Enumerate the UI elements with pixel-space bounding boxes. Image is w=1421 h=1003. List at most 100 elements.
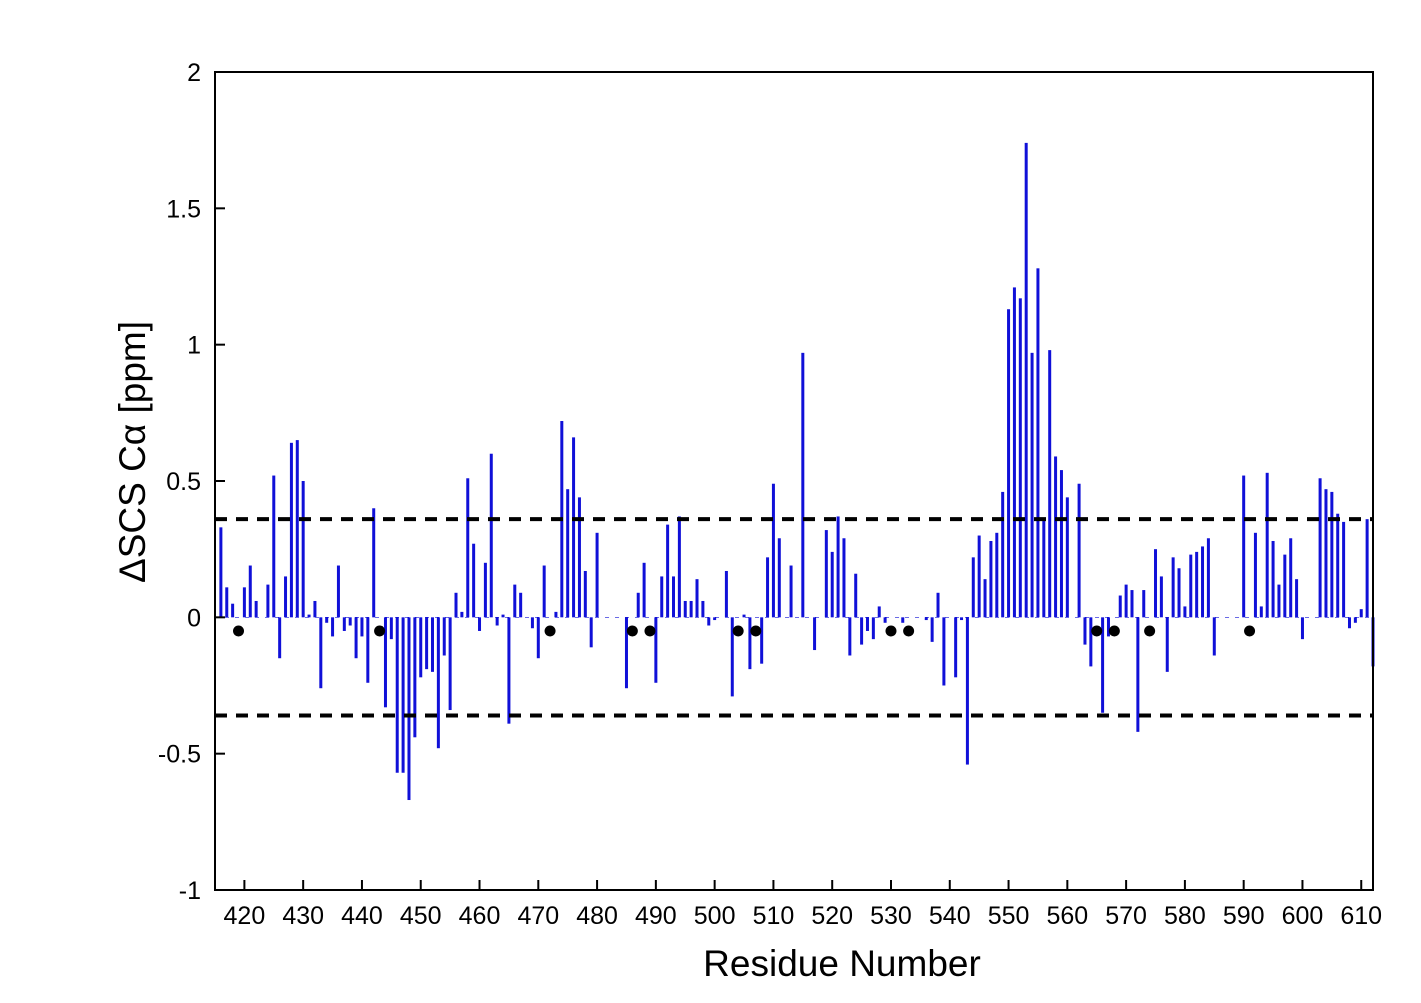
missing-residue-marker-533 — [903, 625, 915, 637]
bar-residue-491 — [660, 576, 664, 618]
bar-residue-431 — [307, 614, 311, 618]
bar-residue-553 — [1024, 142, 1028, 618]
missing-residue-marker-504 — [732, 625, 744, 637]
bar-residue-541 — [954, 617, 958, 678]
bar-residue-453 — [436, 617, 440, 749]
bar-residue-582 — [1195, 551, 1199, 618]
bar-residue-594 — [1265, 472, 1269, 618]
bar-residue-502 — [724, 570, 728, 618]
bar-residue-567 — [1106, 617, 1110, 637]
bar-residue-597 — [1283, 554, 1287, 618]
bar-residue-532 — [901, 617, 905, 623]
bar-residue-457 — [460, 611, 464, 618]
bar-residue-430 — [301, 481, 305, 618]
bar-residue-606 — [1336, 513, 1340, 618]
x-tick-label-530: 530 — [870, 902, 912, 930]
bar-residue-492 — [666, 524, 670, 618]
bar-residue-555 — [1036, 268, 1040, 618]
x-tick-label-440: 440 — [341, 902, 383, 930]
bar-residue-510 — [771, 483, 775, 618]
bar-residue-471 — [542, 565, 546, 618]
bar-residue-422 — [254, 600, 258, 618]
bar-residue-452 — [430, 617, 434, 672]
bar-residue-581 — [1189, 554, 1193, 618]
bar-residue-539 — [942, 617, 946, 686]
bar-residue-478 — [583, 570, 587, 618]
x-tick-label-550: 550 — [988, 902, 1030, 930]
bar-residue-434 — [325, 617, 329, 623]
bar-residue-605 — [1330, 491, 1334, 618]
x-tick-label-430: 430 — [282, 902, 324, 930]
x-tick-label-580: 580 — [1164, 902, 1206, 930]
bar-residue-445 — [389, 617, 393, 640]
bar-residue-477 — [577, 497, 581, 618]
bar-residue-446 — [395, 617, 399, 773]
bar-residue-609 — [1353, 617, 1357, 623]
bar-residue-536 — [924, 617, 928, 621]
bar-residue-604 — [1324, 489, 1328, 618]
x-tick-label-520: 520 — [811, 902, 853, 930]
y-tick-label-4: 1 — [187, 332, 201, 360]
x-tick-label-450: 450 — [400, 902, 442, 930]
x-tick-label-470: 470 — [517, 902, 559, 930]
bar-residue-570 — [1124, 584, 1128, 618]
bar-residue-528 — [877, 606, 881, 618]
bar-residue-416 — [219, 527, 223, 618]
bar-residue-465 — [507, 617, 511, 724]
bar-residue-448 — [407, 617, 411, 801]
bar-residue-469 — [530, 617, 534, 629]
y-axis-title: ΔSCS Cα [ppm] — [112, 321, 153, 583]
bar-residue-596 — [1277, 584, 1281, 618]
bar-residue-417 — [225, 587, 229, 618]
bar-residue-466 — [513, 584, 517, 618]
bar-residue-424 — [266, 584, 270, 618]
x-axis-title: Residue Number — [703, 943, 981, 984]
bar-residue-447 — [401, 617, 405, 773]
bar-residue-515 — [801, 352, 805, 618]
bar-residue-503 — [730, 617, 734, 697]
bar-residue-490 — [654, 617, 658, 683]
bar-residue-509 — [766, 557, 770, 618]
bar-residue-427 — [284, 576, 288, 618]
missing-residue-marker-486 — [626, 625, 638, 637]
bar-residue-576 — [1159, 576, 1163, 618]
bar-residue-607 — [1342, 521, 1346, 618]
bar-residue-444 — [383, 617, 387, 708]
bar-residue-584 — [1206, 538, 1210, 618]
bar-residue-513 — [789, 565, 793, 618]
bar-residue-554 — [1030, 352, 1034, 618]
y-tick-label-5: 1.5 — [166, 195, 201, 223]
bar-residue-479 — [589, 617, 593, 648]
x-tick-label-510: 510 — [753, 902, 795, 930]
bar-residue-579 — [1177, 568, 1181, 618]
bar-residue-429 — [295, 440, 299, 618]
bar-residue-603 — [1318, 478, 1322, 618]
bar-residue-556 — [1042, 519, 1046, 618]
missing-residue-marker-443 — [374, 625, 386, 637]
bar-residue-583 — [1201, 546, 1205, 618]
bar-residue-499 — [707, 617, 711, 626]
bar-residue-572 — [1136, 617, 1140, 732]
bar-residue-580 — [1183, 606, 1187, 618]
bar-residue-500 — [713, 617, 717, 621]
bar-residue-549 — [1001, 491, 1005, 618]
bar-residue-593 — [1259, 606, 1263, 618]
x-tick-label-600: 600 — [1282, 902, 1324, 930]
x-tick-label-490: 490 — [635, 902, 677, 930]
y-axis: -1 -0.5 0 0.5 1 1.5 2 — [158, 59, 225, 905]
x-tick-label-560: 560 — [1046, 902, 1088, 930]
y-tick-label-0: -1 — [179, 877, 201, 905]
bar-residue-552 — [1018, 298, 1022, 618]
bar-residue-526 — [865, 617, 869, 631]
missing-residue-marker-419 — [233, 625, 245, 637]
bar-residue-520 — [830, 551, 834, 618]
bar-residue-573 — [1142, 590, 1146, 618]
bar-residue-537 — [930, 617, 934, 642]
bar-residue-529 — [883, 617, 887, 623]
bar-residue-433 — [319, 617, 323, 689]
bar-residue-546 — [983, 579, 987, 618]
missing-residue-marker-568 — [1108, 625, 1120, 637]
bar-residue-578 — [1171, 557, 1175, 618]
x-tick-label-610: 610 — [1340, 902, 1382, 930]
bar-residue-426 — [278, 617, 282, 659]
